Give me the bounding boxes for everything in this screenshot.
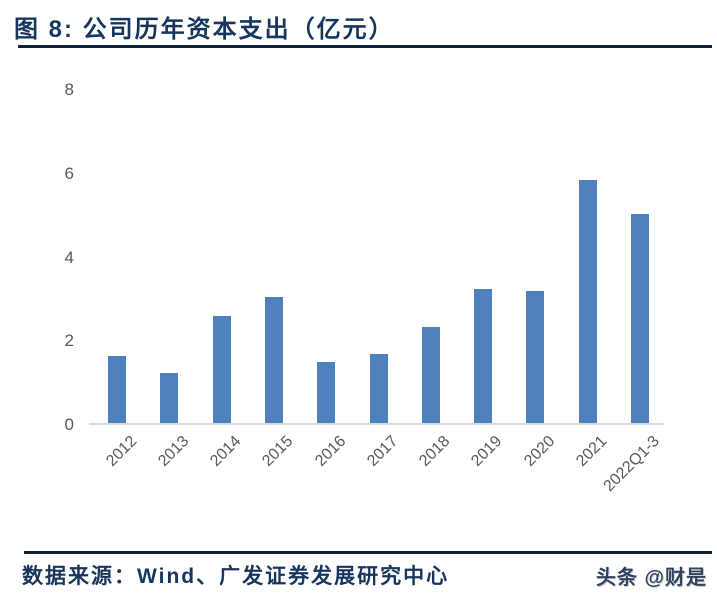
y-tick-label-2: 2	[64, 331, 74, 351]
x-tick-label-2012: 2012	[102, 432, 140, 470]
x-tick-label-2021: 2021	[573, 432, 611, 470]
x-tick-label-2013: 2013	[154, 432, 193, 470]
bar-2021	[578, 180, 597, 423]
watermark: 头条 @财是	[595, 567, 707, 589]
bar-2022Q1-3	[630, 213, 649, 423]
plot-area: 2012 2013 2014 2015 2016 2017 2018 2019 2020 2021…	[89, 90, 664, 495]
x-tick-label-2017: 2017	[364, 432, 402, 470]
bar-2020	[526, 291, 545, 423]
source-note: 数据来源：Wind、广发证券发展研究中心	[22, 565, 450, 588]
bar-2012	[108, 356, 127, 423]
x-tick-label-2019: 2019	[468, 432, 506, 470]
y-tick-label-8: 8	[64, 80, 74, 99]
title-divider	[18, 45, 712, 48]
x-tick-label-2016: 2016	[311, 432, 349, 470]
capex-bar-chart: 2012 2013 2014 2015 2016 2017 2018 2019 2020 2021…	[64, 80, 664, 495]
bar-2017	[369, 353, 388, 423]
bar-2015	[264, 297, 283, 423]
footer-divider	[24, 551, 712, 554]
bar-2018	[421, 326, 440, 423]
x-tick-label-2020: 2020	[520, 432, 559, 470]
x-tick-label-2018: 2018	[416, 432, 454, 470]
x-tick-label-2022Q1-3: 2022Q1-3	[600, 432, 663, 496]
figure-title: 图 8: 公司历年资本支出（亿元）	[14, 16, 395, 43]
bar-2016	[317, 362, 336, 423]
y-tick-label-0: 0	[64, 415, 74, 434]
y-tick-label-4: 4	[64, 247, 74, 267]
y-tick-label-6: 6	[64, 163, 74, 183]
bar-2019	[474, 289, 493, 423]
x-tick-label-2014: 2014	[207, 432, 245, 470]
x-tick-label-2015: 2015	[259, 432, 297, 470]
bar-2013	[160, 372, 179, 423]
bar-2014	[212, 316, 231, 423]
